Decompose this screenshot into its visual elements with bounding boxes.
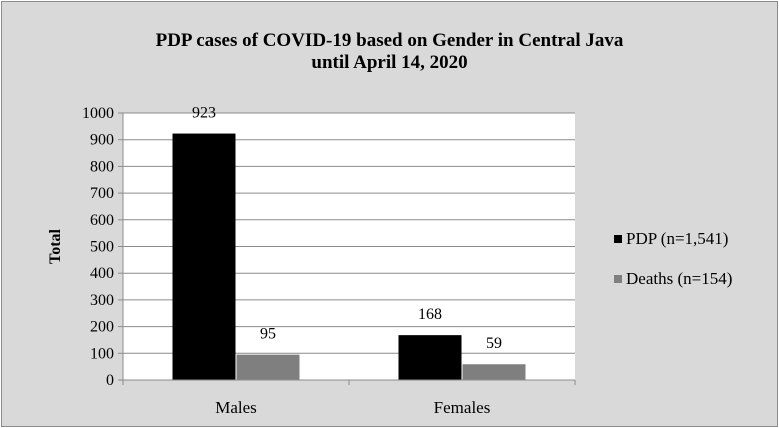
chart-title-line-2: until April 14, 2020 — [311, 52, 468, 73]
y-tick-label: 800 — [90, 158, 114, 175]
legend-label-deaths: Deaths (n=154) — [626, 269, 733, 288]
y-tick-label: 300 — [90, 292, 114, 309]
y-tick-label: 0 — [106, 372, 114, 389]
bar-pdp-males — [172, 133, 236, 380]
bar-deaths-males — [236, 354, 300, 380]
data-label-deaths-females: 59 — [486, 335, 502, 352]
chart-title: PDP cases of COVID-19 based on Gender in… — [2, 30, 777, 74]
bar-pdp-females — [398, 335, 462, 380]
y-tick-label: 100 — [90, 345, 114, 362]
bar-deaths-females — [462, 364, 526, 380]
chart-title-line-1: PDP cases of COVID-19 based on Gender in… — [155, 30, 624, 51]
legend-item-pdp: PDP (n=1,541) — [614, 228, 732, 250]
data-label-pdp-males: 923 — [192, 105, 216, 122]
legend-item-deaths: Deaths (n=154) — [614, 268, 732, 290]
y-tick-label: 400 — [90, 265, 114, 282]
y-tick-label: 700 — [90, 185, 114, 202]
x-tick-label: Males — [215, 398, 257, 417]
x-tick-label: Females — [434, 398, 491, 417]
y-tick-label: 500 — [90, 239, 114, 256]
legend-swatch-deaths — [614, 275, 622, 283]
y-tick-label: 600 — [90, 212, 114, 229]
legend: PDP (n=1,541) Deaths (n=154) — [614, 228, 732, 308]
legend-swatch-pdp — [614, 235, 622, 243]
y-axis-label: Total — [47, 228, 64, 264]
y-tick-label: 900 — [90, 132, 114, 149]
y-tick-label: 200 — [90, 319, 114, 336]
y-tick-label: 1000 — [82, 105, 114, 122]
legend-label-pdp: PDP (n=1,541) — [626, 229, 729, 248]
data-label-deaths-males: 95 — [260, 326, 276, 343]
data-label-pdp-females: 168 — [418, 306, 442, 323]
